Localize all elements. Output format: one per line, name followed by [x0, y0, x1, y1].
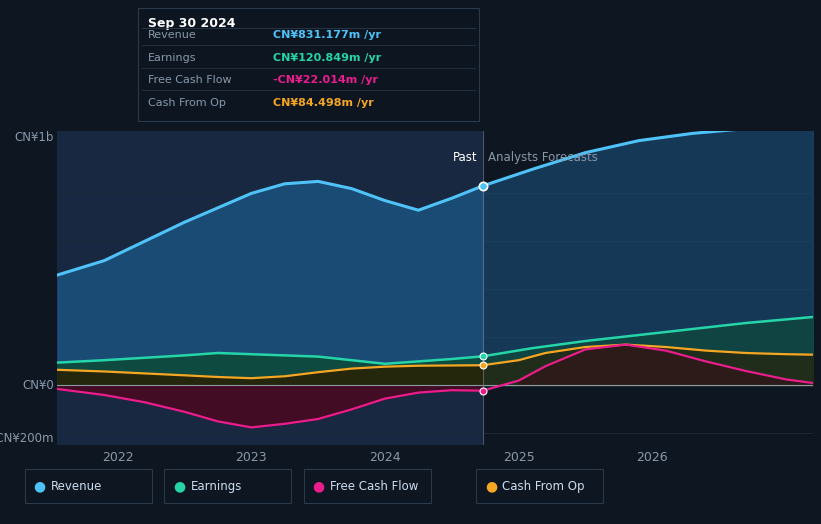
- Text: Free Cash Flow: Free Cash Flow: [148, 75, 232, 85]
- Bar: [483, 131, 813, 445]
- Text: Cash From Op: Cash From Op: [502, 479, 585, 493]
- Text: CN¥84.498m /yr: CN¥84.498m /yr: [273, 97, 374, 108]
- Text: -CN¥22.014m /yr: -CN¥22.014m /yr: [273, 75, 378, 85]
- Text: ●: ●: [173, 479, 185, 493]
- Text: Earnings: Earnings: [148, 52, 196, 63]
- Text: Sep 30 2024: Sep 30 2024: [148, 17, 236, 30]
- Text: Revenue: Revenue: [51, 479, 103, 493]
- Bar: [57, 131, 483, 445]
- Text: Earnings: Earnings: [190, 479, 242, 493]
- Text: Past: Past: [452, 151, 477, 165]
- Text: CN¥831.177m /yr: CN¥831.177m /yr: [273, 30, 382, 40]
- Text: Analysts Forecasts: Analysts Forecasts: [488, 151, 598, 165]
- Text: ●: ●: [313, 479, 324, 493]
- Text: Revenue: Revenue: [148, 30, 196, 40]
- Text: CN¥120.849m /yr: CN¥120.849m /yr: [273, 52, 382, 63]
- Text: CN¥0: CN¥0: [22, 379, 53, 392]
- Text: Free Cash Flow: Free Cash Flow: [330, 479, 419, 493]
- Text: Cash From Op: Cash From Op: [148, 97, 226, 108]
- Text: ●: ●: [485, 479, 497, 493]
- Text: ●: ●: [34, 479, 45, 493]
- Text: -CN¥200m: -CN¥200m: [0, 432, 53, 445]
- Text: CN¥1b: CN¥1b: [14, 131, 53, 144]
